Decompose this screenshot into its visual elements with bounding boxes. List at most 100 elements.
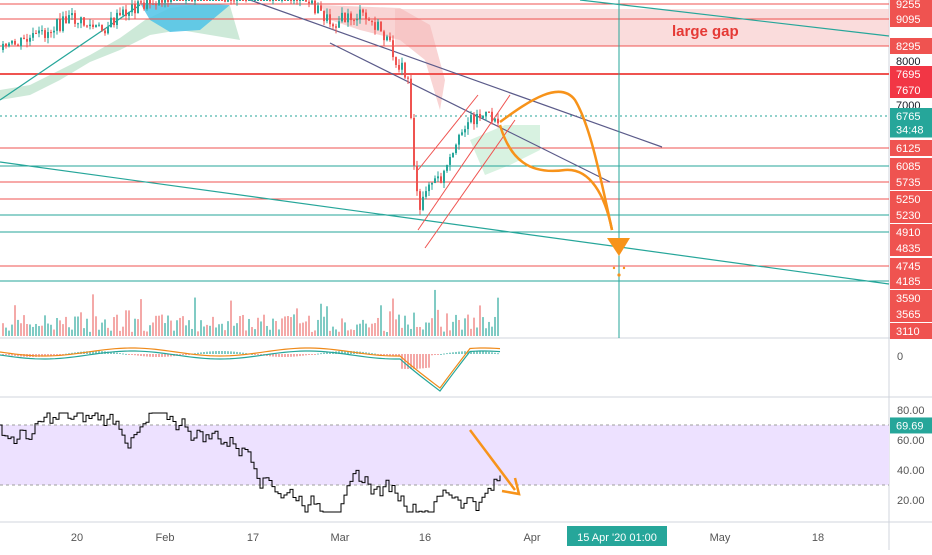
macd-histogram-bar xyxy=(260,354,262,356)
price-axis-box xyxy=(890,11,932,27)
macd-histogram-bar xyxy=(146,354,148,357)
candle-body xyxy=(479,113,481,119)
candle-body xyxy=(497,118,499,124)
macd-histogram-bar xyxy=(149,354,151,357)
macd-histogram-bar xyxy=(494,352,496,354)
volume-bar xyxy=(368,327,370,336)
candle-body xyxy=(416,165,418,192)
volume-bar xyxy=(92,294,94,336)
volume-bar xyxy=(299,323,301,336)
volume-bar xyxy=(377,317,379,336)
volume-bar xyxy=(428,322,430,336)
volume-bar xyxy=(446,313,448,336)
price-axis-label: 8000 xyxy=(896,56,920,68)
macd-histogram-bar xyxy=(119,353,121,355)
candle-body xyxy=(59,19,61,31)
macd-histogram-bar xyxy=(92,351,94,354)
macd-histogram-bar xyxy=(47,354,49,357)
volume-bar xyxy=(134,318,136,336)
candle-body xyxy=(434,178,436,184)
channel-upper xyxy=(417,94,479,171)
volume-bar xyxy=(62,324,64,336)
crosshair-date-box xyxy=(567,526,667,546)
candle-body xyxy=(398,64,400,70)
candle-body xyxy=(464,129,466,133)
candle-body xyxy=(221,0,223,1)
candle-body xyxy=(368,19,370,21)
candle-body xyxy=(461,132,463,135)
macd-histogram-bar xyxy=(44,354,46,357)
candle-body xyxy=(392,40,394,58)
candle-body xyxy=(107,27,109,34)
axis-layer: 9255909582958000769576707000676534:48612… xyxy=(71,0,932,546)
candle-body xyxy=(362,9,364,13)
macd-histogram-bar xyxy=(443,353,445,355)
macd-histogram-bar xyxy=(458,351,460,354)
macd-histogram-bar xyxy=(200,352,202,354)
candle-body xyxy=(275,0,277,1)
macd-histogram-bar xyxy=(167,354,169,357)
macd-histogram-bar xyxy=(125,353,127,355)
macd-histogram-bar xyxy=(461,351,463,354)
price-axis-box xyxy=(890,174,932,190)
volume-bar xyxy=(275,321,277,336)
candle-body xyxy=(386,36,388,41)
candle-body xyxy=(272,0,274,1)
volume-bar xyxy=(452,321,454,336)
volume-bar xyxy=(209,325,211,336)
candle-body xyxy=(470,114,472,123)
candle-body xyxy=(317,5,319,14)
volume-bar xyxy=(437,309,439,336)
volume-bar xyxy=(32,326,34,336)
candle-body xyxy=(179,0,181,1)
volume-bar xyxy=(128,310,130,336)
candle-body xyxy=(53,30,55,33)
price-axis-label: 9255 xyxy=(896,0,920,11)
macd-histogram-bar xyxy=(212,351,214,354)
macd-histogram-bar xyxy=(422,354,424,369)
macd-histogram-bar xyxy=(416,354,418,369)
macd-histogram-bar xyxy=(272,354,274,357)
candle-body xyxy=(446,164,448,171)
macd-histogram-bar xyxy=(344,351,346,354)
macd-histogram-bar xyxy=(140,354,142,356)
volume-bar xyxy=(359,323,361,336)
candle-body xyxy=(23,37,25,39)
macd-histogram-bar xyxy=(413,354,415,369)
volume-bar xyxy=(170,320,172,336)
trendline-descending-1 xyxy=(249,0,663,148)
volume-bar xyxy=(293,314,295,336)
volume-bar xyxy=(272,318,274,336)
macd-histogram-bar xyxy=(404,354,406,369)
volume-bar xyxy=(194,297,196,336)
volume-bar xyxy=(140,299,142,336)
volume-bar xyxy=(269,329,271,336)
macd-histogram-bar xyxy=(65,353,67,355)
volume-bar xyxy=(44,315,46,336)
ichimoku-cloud-red xyxy=(320,5,445,110)
rsi-tick-label: 80.00 xyxy=(897,405,925,417)
volume-bar xyxy=(476,327,478,336)
projection-layer xyxy=(498,90,630,277)
volume-bar xyxy=(494,316,496,336)
candle-body xyxy=(230,0,232,1)
volume-bar xyxy=(395,319,397,336)
ichimoku-cloud-blue xyxy=(140,3,230,32)
volume-bar xyxy=(380,305,382,336)
candle-body xyxy=(62,16,64,31)
candle-body xyxy=(485,111,487,116)
macd-histogram-bar xyxy=(347,351,349,354)
candle-body xyxy=(248,0,250,1)
macd-histogram-bar xyxy=(236,351,238,354)
volume-bar xyxy=(101,322,103,336)
candle-body xyxy=(71,13,73,16)
macd-histogram-bar xyxy=(392,354,394,357)
volume-bar xyxy=(365,323,367,336)
volume-bar xyxy=(65,316,67,336)
candle-body xyxy=(131,4,133,13)
candle-body xyxy=(305,0,307,2)
candle-body xyxy=(467,122,469,130)
volume-bar xyxy=(35,323,37,336)
candle-body xyxy=(38,30,40,34)
